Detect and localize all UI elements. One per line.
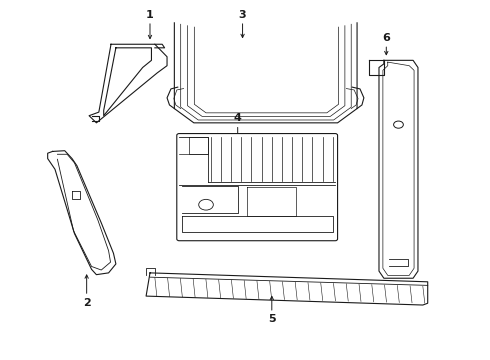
Text: 1: 1 [146,10,154,19]
Text: 5: 5 [268,314,275,324]
Text: 3: 3 [239,10,246,19]
Text: 4: 4 [234,113,242,123]
Text: 6: 6 [382,33,390,43]
Polygon shape [146,273,428,305]
FancyBboxPatch shape [177,134,338,241]
Text: 2: 2 [83,297,91,307]
